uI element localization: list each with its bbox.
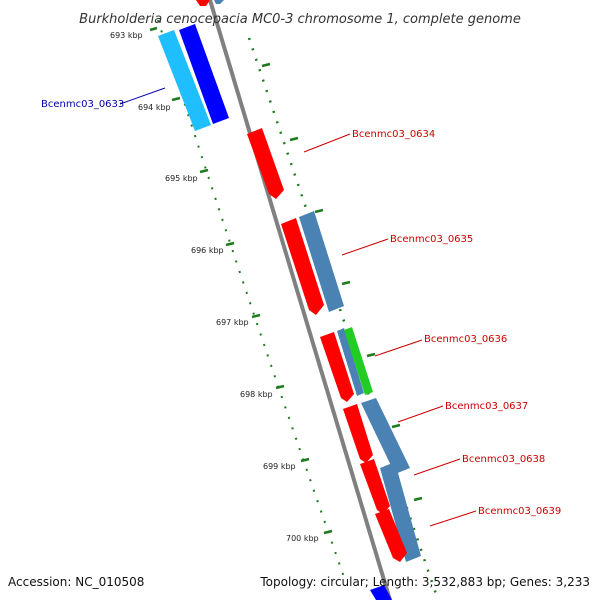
feature-steel-0638[interactable] bbox=[380, 462, 421, 562]
feature-red-0639[interactable] bbox=[375, 509, 407, 562]
outer-major-tick bbox=[314, 208, 324, 214]
feature-blue-0633[interactable] bbox=[179, 24, 229, 124]
major-tick bbox=[199, 168, 209, 174]
callout-line-0636 bbox=[374, 339, 423, 357]
kbp-label-693: 693 kbp bbox=[110, 31, 143, 40]
gene-label-0639[interactable]: Bcenmc03_0639 bbox=[478, 506, 561, 517]
feature-blue-bottom-partial[interactable] bbox=[370, 585, 392, 600]
major-tick bbox=[300, 457, 310, 463]
kbp-label-696: 696 kbp bbox=[191, 246, 224, 255]
callout-line-0637 bbox=[397, 405, 444, 423]
feature-red-0635[interactable] bbox=[281, 218, 324, 315]
kbp-label-699: 699 kbp bbox=[263, 462, 296, 471]
major-tick bbox=[251, 313, 261, 319]
gene-label-0638[interactable]: Bcenmc03_0638 bbox=[462, 454, 545, 465]
feature-green-0636[interactable] bbox=[344, 327, 373, 395]
major-tick bbox=[275, 384, 285, 390]
major-ticks bbox=[149, 26, 423, 535]
outer-major-tick bbox=[413, 496, 423, 502]
gene-features bbox=[158, 0, 421, 600]
feature-red-0638[interactable] bbox=[360, 459, 390, 514]
kbp-label-694: 694 kbp bbox=[138, 103, 171, 112]
kbp-label-697: 697 kbp bbox=[216, 318, 249, 327]
accession-text: Accession: NC_010508 bbox=[8, 575, 144, 589]
gene-label-0633[interactable]: Bcenmc03_0633 bbox=[41, 99, 124, 110]
feature-red-0637[interactable] bbox=[343, 404, 373, 463]
map-title: Burkholderia cenocepacia MC0-3 chromosom… bbox=[79, 12, 521, 27]
feature-red-top-partial[interactable] bbox=[196, 0, 210, 6]
kbp-label-700: 700 kbp bbox=[286, 534, 319, 543]
major-tick bbox=[149, 26, 158, 32]
outer-major-tick bbox=[341, 280, 351, 286]
outer-major-tick bbox=[391, 423, 401, 429]
callout-line-0638 bbox=[413, 458, 461, 476]
feature-red-0634[interactable] bbox=[247, 128, 284, 199]
feature-steel-0635[interactable] bbox=[299, 211, 344, 312]
callout-lines bbox=[119, 87, 477, 527]
chromosome-backbone bbox=[208, 0, 392, 600]
feature-steel-0637[interactable] bbox=[361, 398, 410, 474]
major-tick bbox=[323, 529, 333, 535]
major-tick bbox=[225, 241, 235, 247]
callout-line-0639 bbox=[429, 510, 477, 527]
feature-steel-top-partial[interactable] bbox=[214, 0, 224, 4]
major-tick bbox=[171, 96, 181, 102]
gene-label-0637[interactable]: Bcenmc03_0637 bbox=[445, 401, 528, 412]
feature-steel-0636[interactable] bbox=[337, 328, 364, 396]
outer-major-tick bbox=[366, 352, 376, 358]
gene-label-0635[interactable]: Bcenmc03_0635 bbox=[390, 234, 473, 245]
kbp-label-695: 695 kbp bbox=[165, 174, 198, 183]
callout-line-0635 bbox=[341, 238, 389, 256]
outer-major-tick bbox=[289, 136, 299, 142]
callout-line-0634 bbox=[303, 133, 351, 153]
feature-red-0636[interactable] bbox=[320, 332, 354, 402]
topology-text: Topology: circular; Length: 3,532,883 bp… bbox=[259, 575, 590, 589]
feature-cyan-0633[interactable] bbox=[158, 30, 211, 131]
callout-line-0633 bbox=[119, 87, 166, 105]
gene-label-0634[interactable]: Bcenmc03_0634 bbox=[352, 129, 435, 140]
gene-label-0636[interactable]: Bcenmc03_0636 bbox=[424, 334, 507, 345]
outer-major-tick bbox=[261, 62, 271, 68]
kbp-label-698: 698 kbp bbox=[240, 390, 273, 399]
